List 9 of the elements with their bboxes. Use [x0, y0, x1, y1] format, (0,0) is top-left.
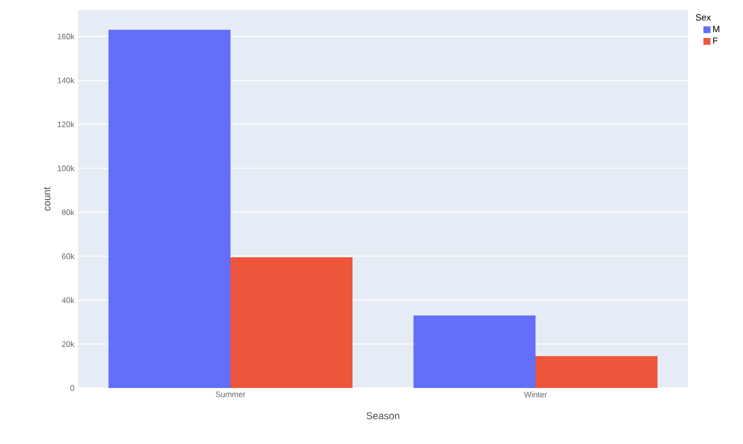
legend-label: F: [713, 38, 718, 44]
y-axis-title: count: [44, 186, 50, 211]
legend-title: Sex: [696, 14, 711, 21]
bar: [536, 356, 658, 388]
legend-label: M: [713, 26, 720, 32]
bar: [230, 257, 353, 388]
bar: [108, 30, 230, 388]
bar: [414, 315, 536, 388]
x-axis-title: Season: [366, 412, 400, 420]
